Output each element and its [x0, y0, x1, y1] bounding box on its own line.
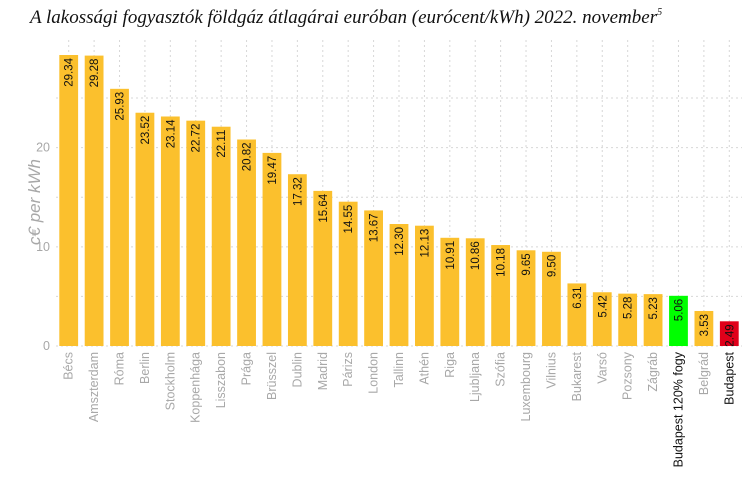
bar — [364, 210, 383, 346]
x-tick-label: Varsó — [595, 352, 609, 384]
bar-value-label: 13.67 — [369, 213, 381, 242]
x-tick-label: Budapest — [722, 351, 736, 404]
x-tick-label: Brüsszel — [265, 352, 279, 400]
x-tick-label: Pozsony — [621, 351, 635, 400]
bar-value-label: 10.86 — [470, 241, 482, 270]
bar — [338, 201, 358, 346]
y-axis-ticks: 0 10 20 — [36, 141, 50, 353]
x-tick-label: Tallinn — [392, 352, 406, 387]
y-tick-label: 20 — [36, 141, 50, 155]
bar-value-label: 3.53 — [699, 314, 711, 336]
bar — [516, 250, 536, 346]
bar — [287, 174, 307, 346]
x-tick-label: Párizs — [341, 352, 355, 387]
bar — [669, 295, 688, 346]
bars: 29.34 29.28 25.93 23.52 23.14 22.72 22.11 20.82… — [59, 55, 739, 347]
bar — [592, 292, 612, 346]
title-superscript: 5 — [657, 7, 662, 18]
bar — [110, 88, 129, 347]
bar-value-label: 5.06 — [673, 299, 685, 321]
bar — [465, 238, 485, 346]
bar-value-label: 5.23 — [648, 297, 660, 319]
bar — [211, 126, 231, 346]
y-tick-label: 10 — [36, 240, 50, 254]
bar — [186, 120, 206, 347]
x-tick-label: Vilnius — [544, 352, 558, 389]
x-tick-label: Bukarest — [570, 351, 584, 401]
x-tick-label: Koppenhága — [189, 352, 203, 423]
bar-value-label: 20.82 — [242, 143, 254, 172]
x-tick-label: Madrid — [316, 352, 330, 390]
x-tick-label: Bécs — [62, 352, 76, 380]
bar-value-label: 10.18 — [496, 248, 508, 277]
bar-value-label: 29.34 — [64, 57, 76, 86]
bar — [313, 190, 333, 346]
y-axis-label: c€ per kWh — [25, 159, 44, 245]
bar-value-label: 10.91 — [445, 241, 457, 270]
bar — [415, 225, 434, 346]
bar — [567, 283, 587, 346]
x-tick-label: Stockholm — [163, 352, 177, 410]
x-tick-label: Belgrád — [697, 352, 711, 395]
bar — [618, 293, 638, 346]
bar-value-label: 9.50 — [546, 255, 558, 277]
x-tick-label: Budapest 120% fogy — [671, 351, 685, 467]
x-tick-label: Athén — [417, 352, 431, 385]
bar-value-label: 25.93 — [115, 92, 127, 121]
y-tick-label: 0 — [43, 339, 50, 353]
x-tick-label: Dublin — [290, 352, 304, 387]
x-tick-label: Prága — [240, 352, 254, 385]
bar — [542, 251, 561, 346]
x-tick-label: Zágráb — [646, 352, 660, 392]
bar-value-label: 6.31 — [572, 286, 584, 308]
x-tick-label: Ljubljana — [468, 352, 482, 402]
bar-value-label: 19.47 — [267, 156, 279, 185]
bar-value-label: 2.49 — [724, 324, 736, 346]
bar — [262, 152, 282, 346]
bar — [389, 224, 409, 346]
x-tick-label: Berlin — [138, 352, 152, 384]
x-tick-label: London — [367, 352, 381, 394]
bar — [694, 310, 714, 346]
bar-value-label: 22.72 — [191, 124, 203, 153]
x-tick-label: Luxembourg — [519, 352, 533, 422]
x-axis-ticks: Bécs Amszterdam Róma Berlin Stockholm Koppenh… — [62, 351, 737, 467]
bar — [135, 112, 155, 346]
bar — [643, 294, 663, 346]
bar-value-label: 23.52 — [140, 116, 152, 145]
bar-value-label: 12.30 — [394, 227, 406, 256]
x-tick-label: Lisszabon — [214, 352, 228, 408]
bar-value-label: 14.55 — [343, 205, 355, 234]
bar — [491, 245, 511, 346]
x-tick-label: Szófia — [494, 352, 508, 387]
bar — [160, 116, 180, 346]
bar-value-label: 5.28 — [623, 297, 635, 319]
x-tick-label: Riga — [443, 352, 457, 378]
bar-value-label: 12.13 — [419, 229, 431, 258]
chart-title: A lakossági fogyasztók földgáz átlagárai… — [28, 7, 662, 28]
bar — [84, 55, 104, 346]
bar-value-label: 17.32 — [292, 177, 304, 206]
x-tick-label: Amszterdam — [87, 352, 101, 422]
bar — [440, 237, 460, 346]
bar — [719, 321, 739, 346]
bar-value-label: 23.14 — [165, 119, 177, 148]
bar — [237, 139, 256, 346]
bar — [59, 55, 79, 346]
bar-value-label: 22.11 — [216, 130, 228, 158]
bar-value-label: 9.65 — [521, 253, 533, 275]
bar-value-label: 5.42 — [597, 295, 609, 317]
bar-value-label: 29.28 — [89, 59, 101, 88]
bar-value-label: 15.64 — [318, 193, 330, 222]
x-tick-label: Róma — [113, 352, 127, 385]
